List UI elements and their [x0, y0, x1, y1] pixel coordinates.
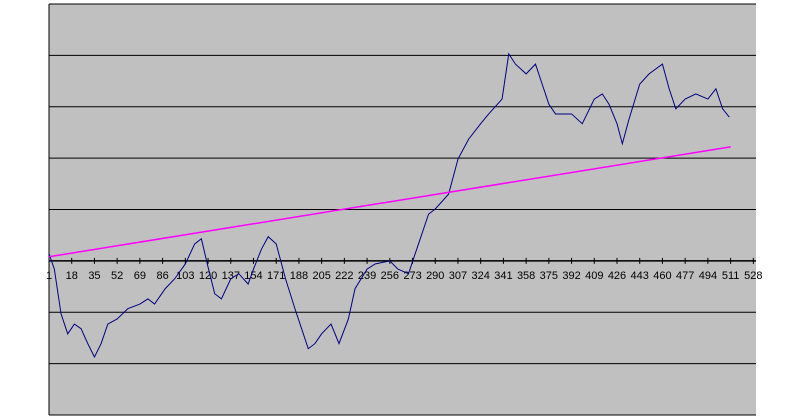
- x-tick-label: 137: [222, 270, 240, 282]
- x-tick-label: 528: [744, 270, 762, 282]
- x-tick-label: 324: [472, 270, 490, 282]
- x-tick-label: 239: [358, 270, 376, 282]
- x-tick-label: 443: [631, 270, 649, 282]
- x-tick-label: 154: [244, 270, 262, 282]
- x-tick-label: 358: [517, 270, 535, 282]
- line: [48, 146, 731, 258]
- x-tick-label: 273: [403, 270, 421, 282]
- x-tick-label: 171: [267, 270, 285, 282]
- x-tick-label: 290: [426, 270, 444, 282]
- x-tick-label: 307: [449, 270, 467, 282]
- x-tick-label: 120: [199, 270, 217, 282]
- x-tick-label: 222: [335, 270, 353, 282]
- x-tick-label: 103: [176, 270, 194, 282]
- x-tick-label: 86: [156, 270, 168, 282]
- x-tick-label: 426: [608, 270, 626, 282]
- x-tick-label: 52: [111, 270, 123, 282]
- x-tick-label: 460: [653, 270, 671, 282]
- x-tick-label: 511: [722, 270, 740, 282]
- x-tick-label: 188: [290, 270, 308, 282]
- x-tick-label: 375: [540, 270, 558, 282]
- x-tick-label: 18: [66, 270, 78, 282]
- x-tick-label: 392: [562, 270, 580, 282]
- x-tick-label: 341: [494, 270, 512, 282]
- x-tick-label: 256: [381, 270, 399, 282]
- x-tick-label: 69: [134, 270, 146, 282]
- x-tick-label: 35: [88, 270, 100, 282]
- line: [48, 52, 730, 359]
- x-tick-label: 494: [699, 270, 717, 282]
- x-tick-label: 1: [46, 270, 52, 282]
- x-tick-label: 409: [585, 270, 603, 282]
- x-tick-label: 205: [312, 270, 330, 282]
- x-tick-label: 477: [676, 270, 694, 282]
